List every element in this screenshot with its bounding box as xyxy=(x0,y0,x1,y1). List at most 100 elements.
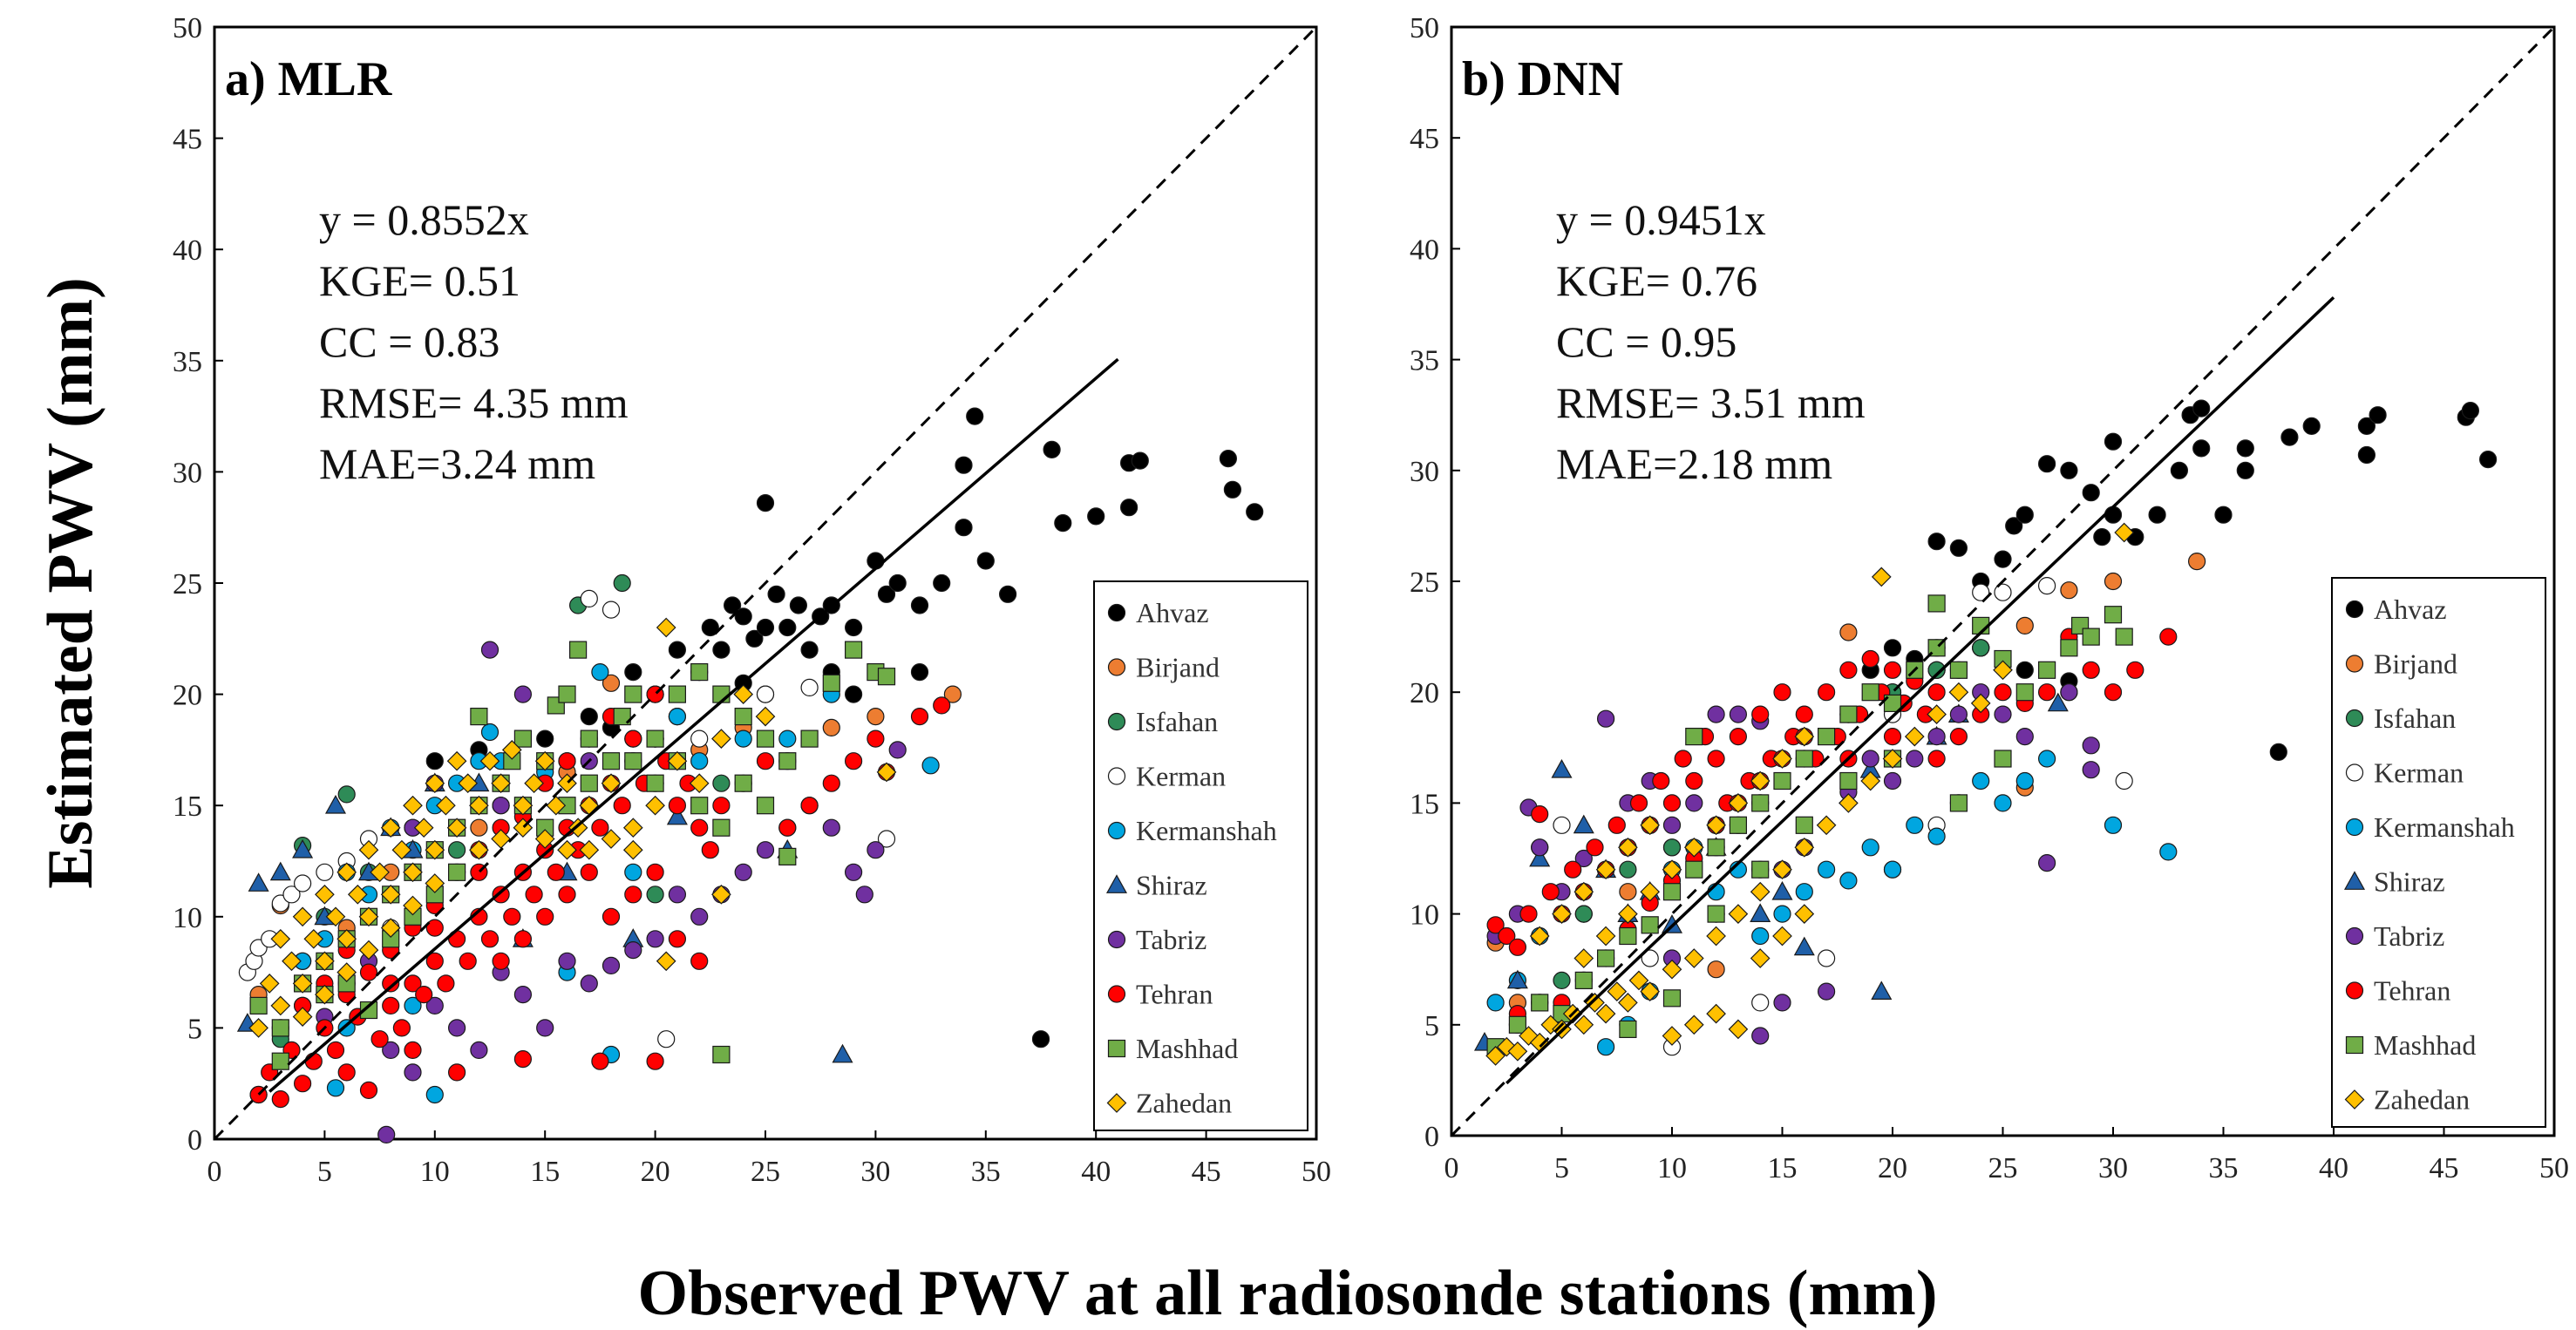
p1-point-mashhad xyxy=(2015,683,2034,702)
p0-point-tehran xyxy=(370,1030,389,1048)
p0-point-ahvaz xyxy=(767,585,785,603)
p1-y-tick-label: 5 xyxy=(1424,1010,1439,1042)
p0-point-tehran xyxy=(668,930,687,948)
p0-point-kerman xyxy=(756,685,775,703)
p0-point-birjand xyxy=(943,685,962,703)
p1-point-tabriz xyxy=(2060,683,2078,702)
p1-point-tehran xyxy=(1707,750,1725,768)
p0-point-mashhad xyxy=(271,1019,289,1037)
p1-point-zahedan xyxy=(1839,793,1859,813)
p0-x-tick-label: 45 xyxy=(1192,1156,1221,1188)
p1-legend-marker-mashhad xyxy=(2345,1035,2364,1055)
p1-x-tick-label: 25 xyxy=(1988,1152,2018,1184)
p0-point-tehran xyxy=(690,952,709,970)
p0-point-zahedan xyxy=(579,839,600,860)
p0-point-zahedan xyxy=(601,829,622,849)
p0-point-birjand xyxy=(470,818,488,837)
p1-point-shiraz xyxy=(1793,936,1815,956)
p0-point-mashhad xyxy=(756,797,775,815)
p0-point-ahvaz xyxy=(1223,480,1242,499)
p0-stat-annotation: MAE=3.24 mm xyxy=(319,439,595,488)
p1-point-kerman xyxy=(2115,771,2133,791)
p0-point-zahedan xyxy=(425,873,445,893)
p1-point-mashhad xyxy=(2115,628,2133,646)
p1-point-zahedan xyxy=(1993,660,2013,681)
p0-point-tehran xyxy=(503,907,521,926)
p0-point-mashhad xyxy=(613,707,631,726)
p1-point-kerman xyxy=(1751,994,1770,1012)
p1-point-zahedan xyxy=(1882,749,1903,769)
p0-point-tehran xyxy=(359,963,378,981)
p1-point-kermanshah xyxy=(1839,872,1858,890)
p0-point-tabriz xyxy=(536,1019,554,1037)
p1-point-tabriz xyxy=(2015,727,2034,746)
p1-point-zahedan xyxy=(1662,959,1682,980)
p1-point-mashhad xyxy=(2104,606,2123,624)
p1-point-mashhad xyxy=(1994,750,2012,768)
p0-point-kerman xyxy=(580,589,598,608)
p0-point-kermanshah xyxy=(921,757,940,775)
p0-point-zahedan xyxy=(380,884,401,905)
p1-point-mashhad xyxy=(2038,661,2056,679)
p0-point-zahedan xyxy=(524,773,544,794)
p0-point-zahedan xyxy=(336,962,357,982)
p1-point-zahedan xyxy=(1662,1026,1682,1046)
p0-point-tabriz xyxy=(855,886,873,904)
p0-point-ahvaz xyxy=(877,585,896,603)
p1-legend-marker-tabriz xyxy=(2345,926,2364,946)
p1-point-mashhad xyxy=(1685,860,1703,879)
p0-point-tehran xyxy=(756,752,775,770)
p1-legend-marker-isfahan xyxy=(2345,709,2364,728)
p1-point-mashhad xyxy=(1531,994,1549,1012)
p0-point-tehran xyxy=(558,886,576,904)
p0-point-tabriz xyxy=(425,996,444,1015)
p1-point-ahvaz xyxy=(2369,406,2387,424)
p1-point-mashhad xyxy=(1861,683,1879,702)
p1-point-zahedan xyxy=(1618,993,1638,1013)
p1-point-kerman xyxy=(1972,583,1990,601)
p0-point-mashhad xyxy=(668,685,687,703)
p0-point-ahvaz xyxy=(998,585,1017,603)
p0-point-tehran xyxy=(425,952,444,970)
p1-point-ahvaz xyxy=(1949,539,1968,557)
p0-point-mashhad xyxy=(646,729,664,748)
p0-point-mashhad xyxy=(470,707,488,726)
p0-y-tick-label: 5 xyxy=(187,1013,202,1045)
p1-point-isfahan xyxy=(1574,905,1593,923)
p1-point-tehran xyxy=(1818,683,1836,702)
p0-point-tabriz xyxy=(756,841,775,859)
p0-point-zahedan xyxy=(534,829,555,849)
p1-point-zahedan xyxy=(1772,926,1792,947)
p1-legend-label-mashhad: Mashhad xyxy=(2374,1029,2476,1061)
p1-point-ahvaz xyxy=(2005,517,2023,535)
p1-point-ahvaz xyxy=(2461,402,2479,420)
p0-point-mashhad xyxy=(877,668,896,686)
p0-point-kerman xyxy=(877,830,896,848)
p1-point-birjand xyxy=(2188,552,2206,571)
p0-point-zahedan xyxy=(436,795,456,816)
p0-point-zahedan xyxy=(876,762,897,783)
p1-point-tehran xyxy=(1486,916,1505,934)
p0-point-kermanshah xyxy=(326,1079,345,1097)
p0-point-ahvaz xyxy=(425,752,444,770)
p0-point-tehran xyxy=(668,797,687,815)
p1-point-ahvaz xyxy=(2214,506,2233,524)
p1-point-tehran xyxy=(1531,804,1549,824)
p1-point-tehran xyxy=(1508,938,1527,956)
p1-stat-annotation: RMSE= 3.51 mm xyxy=(1556,378,1866,427)
p1-x-tick-label: 40 xyxy=(2319,1152,2348,1184)
p1-legend-label-birjand: Birjand xyxy=(2374,648,2457,680)
panel-mlr: a) MLR 0 5 10 15 20 25 30 35 40 45 50 0 5 10 15 20 25 30 3… xyxy=(173,12,1331,1188)
p1-point-zahedan xyxy=(1683,948,1704,968)
p0-point-zahedan xyxy=(358,906,379,927)
p0-point-tabriz xyxy=(690,907,709,926)
p0-point-shiraz xyxy=(269,861,291,881)
p1-point-birjand xyxy=(2104,572,2123,591)
p1-point-tabriz xyxy=(1662,816,1682,834)
p1-point-ahvaz xyxy=(1994,550,2012,568)
p1-point-zahedan xyxy=(1728,1019,1749,1040)
p1-point-zahedan xyxy=(1585,993,1605,1013)
p0-point-tehran xyxy=(294,1075,312,1093)
panel-a-title: a) MLR xyxy=(225,52,392,106)
p0-y-tick-label: 20 xyxy=(173,680,202,712)
